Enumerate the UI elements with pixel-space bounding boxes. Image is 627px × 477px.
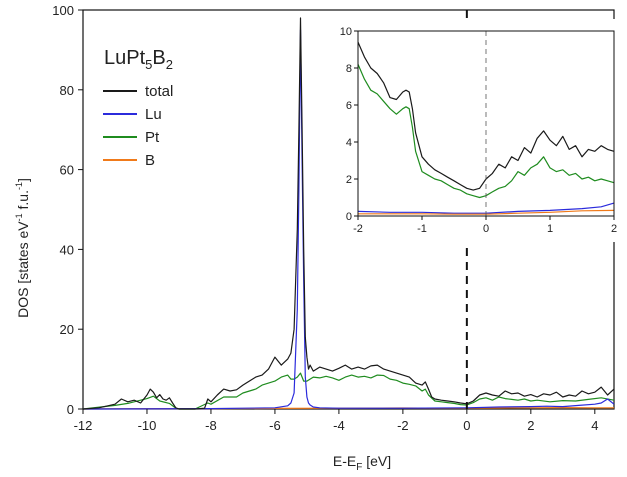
- inset-y-tick-label-5: 10: [340, 26, 352, 38]
- inset-y-tick-label-2: 4: [346, 137, 352, 149]
- legend-label-lu: Lu: [145, 106, 162, 123]
- x-axis-title: E-EF [eV]: [333, 453, 391, 473]
- y-tick-label-5: 100: [52, 3, 74, 18]
- x-tick-label-1: -10: [138, 418, 157, 433]
- y-tick-label-1: 20: [60, 322, 74, 337]
- inset-series-line-lu: [357, 202, 615, 214]
- inset-x-tick-label-3: 1: [547, 223, 553, 235]
- inset-y-tick-label-0: 0: [346, 211, 352, 223]
- inset-plot: -2 -1 0 1 2 0 2 4 6 8 10: [328, 19, 618, 242]
- y-tick-label-0: 0: [67, 402, 74, 417]
- series-line-total: [82, 17, 615, 410]
- y-tick-label-2: 40: [60, 242, 74, 257]
- inset-x-tick-label-2: 0: [483, 223, 489, 235]
- legend-label-total: total: [145, 83, 173, 100]
- x-tick-label-6: 0: [463, 418, 470, 433]
- x-tick-label-8: 4: [591, 418, 598, 433]
- x-tick-label-0: -12: [74, 418, 93, 433]
- inset-x-tick-label-1: -1: [417, 223, 427, 235]
- inset-x-tick-label-0: -2: [353, 223, 363, 235]
- inset-y-tick-label-4: 8: [346, 63, 352, 75]
- y-tick-label-3: 60: [60, 163, 74, 178]
- series-line-pt: [82, 372, 615, 410]
- x-tick-label-5: -2: [397, 418, 409, 433]
- inset-x-tick-label-4: 2: [611, 223, 617, 235]
- y-tick-label-4: 80: [60, 83, 74, 98]
- compound-label: LuPt5B2: [104, 47, 173, 72]
- inset-y-tick-label-3: 6: [346, 100, 352, 112]
- legend: total Lu Pt B: [103, 83, 173, 169]
- x-tick-label-7: 2: [527, 418, 534, 433]
- inset-background: [328, 19, 618, 242]
- legend-label-pt: Pt: [145, 129, 160, 146]
- y-axis-title: DOS [states eV-1 f.u.-1]: [14, 178, 31, 318]
- series-line-lu: [82, 29, 615, 410]
- x-tick-label-2: -8: [205, 418, 217, 433]
- series-layer: [82, 17, 615, 410]
- legend-label-b: B: [145, 152, 155, 169]
- x-tick-label-3: -6: [269, 418, 281, 433]
- inset-y-tick-label-1: 2: [346, 174, 352, 186]
- inset-series-line-pt: [357, 64, 615, 199]
- inset-series-line-total: [357, 41, 615, 191]
- x-tick-label-4: -4: [333, 418, 345, 433]
